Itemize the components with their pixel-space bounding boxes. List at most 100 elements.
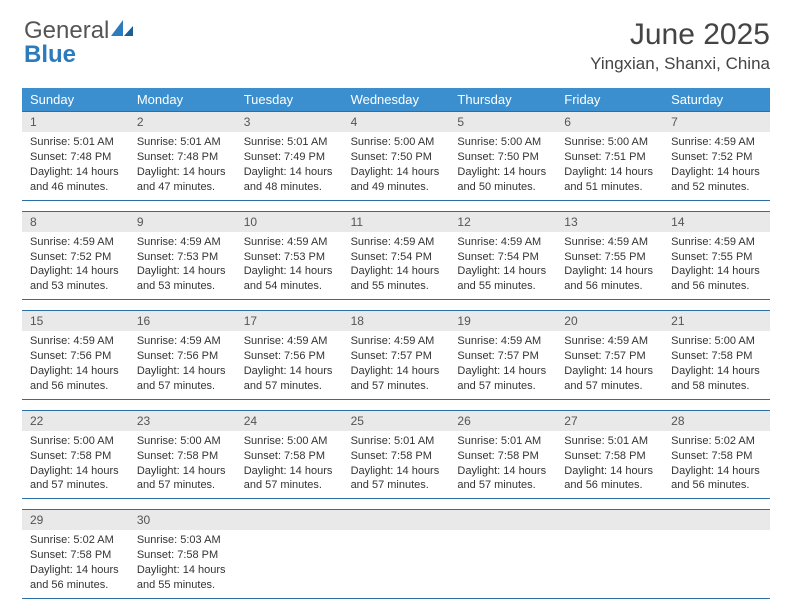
cell-body: Sunrise: 4:59 AMSunset: 7:55 PMDaylight:… <box>556 232 663 299</box>
sunrise-text: Sunrise: 5:00 AM <box>137 434 228 449</box>
daylight-text: Daylight: 14 hours and 56 minutes. <box>30 563 121 593</box>
sunrise-text: Sunrise: 5:00 AM <box>244 434 335 449</box>
sunrise-text: Sunrise: 5:02 AM <box>30 533 121 548</box>
day-number-empty <box>663 510 770 530</box>
sunrise-text: Sunrise: 4:59 AM <box>244 334 335 349</box>
daylight-text: Daylight: 14 hours and 54 minutes. <box>244 264 335 294</box>
calendar-cell: 14Sunrise: 4:59 AMSunset: 7:55 PMDayligh… <box>663 212 770 300</box>
daylight-text: Daylight: 14 hours and 56 minutes. <box>671 264 762 294</box>
daylight-text: Daylight: 14 hours and 58 minutes. <box>671 364 762 394</box>
sunrise-text: Sunrise: 5:01 AM <box>457 434 548 449</box>
sunset-text: Sunset: 7:55 PM <box>564 250 655 265</box>
cell-body: Sunrise: 4:59 AMSunset: 7:57 PMDaylight:… <box>556 331 663 398</box>
daylight-text: Daylight: 14 hours and 48 minutes. <box>244 165 335 195</box>
sunset-text: Sunset: 7:53 PM <box>244 250 335 265</box>
daylight-text: Daylight: 14 hours and 51 minutes. <box>564 165 655 195</box>
cell-body: Sunrise: 4:59 AMSunset: 7:52 PMDaylight:… <box>663 132 770 199</box>
calendar-cell: 10Sunrise: 4:59 AMSunset: 7:53 PMDayligh… <box>236 212 343 300</box>
day-number: 25 <box>343 411 450 431</box>
cell-body: Sunrise: 5:00 AMSunset: 7:58 PMDaylight:… <box>663 331 770 398</box>
sunrise-text: Sunrise: 4:59 AM <box>351 334 442 349</box>
sunrise-text: Sunrise: 4:59 AM <box>137 334 228 349</box>
cell-body: Sunrise: 4:59 AMSunset: 7:53 PMDaylight:… <box>129 232 236 299</box>
cell-body: Sunrise: 5:02 AMSunset: 7:58 PMDaylight:… <box>663 431 770 498</box>
calendar-cell: 3Sunrise: 5:01 AMSunset: 7:49 PMDaylight… <box>236 112 343 200</box>
cell-body: Sunrise: 4:59 AMSunset: 7:55 PMDaylight:… <box>663 232 770 299</box>
calendar-cell: 6Sunrise: 5:00 AMSunset: 7:51 PMDaylight… <box>556 112 663 200</box>
cell-body: Sunrise: 5:01 AMSunset: 7:49 PMDaylight:… <box>236 132 343 199</box>
daylight-text: Daylight: 14 hours and 47 minutes. <box>137 165 228 195</box>
calendar-cell: 11Sunrise: 4:59 AMSunset: 7:54 PMDayligh… <box>343 212 450 300</box>
cell-body: Sunrise: 5:01 AMSunset: 7:58 PMDaylight:… <box>343 431 450 498</box>
header: General Blue June 2025 Yingxian, Shanxi,… <box>0 0 792 80</box>
day-number: 27 <box>556 411 663 431</box>
day-number-empty <box>449 510 556 530</box>
calendar-cell: 18Sunrise: 4:59 AMSunset: 7:57 PMDayligh… <box>343 311 450 399</box>
week-row: 8Sunrise: 4:59 AMSunset: 7:52 PMDaylight… <box>22 211 770 301</box>
calendar-cell <box>449 510 556 598</box>
sunrise-text: Sunrise: 4:59 AM <box>457 235 548 250</box>
calendar-cell: 24Sunrise: 5:00 AMSunset: 7:58 PMDayligh… <box>236 411 343 499</box>
calendar-cell: 28Sunrise: 5:02 AMSunset: 7:58 PMDayligh… <box>663 411 770 499</box>
calendar-cell: 20Sunrise: 4:59 AMSunset: 7:57 PMDayligh… <box>556 311 663 399</box>
day-number: 1 <box>22 112 129 132</box>
sunrise-text: Sunrise: 5:00 AM <box>457 135 548 150</box>
daylight-text: Daylight: 14 hours and 53 minutes. <box>30 264 121 294</box>
calendar-cell: 16Sunrise: 4:59 AMSunset: 7:56 PMDayligh… <box>129 311 236 399</box>
day-header: Wednesday <box>343 88 450 111</box>
day-number: 10 <box>236 212 343 232</box>
logo-text-blue: Blue <box>24 41 76 68</box>
sunrise-text: Sunrise: 4:59 AM <box>671 135 762 150</box>
sunrise-text: Sunrise: 5:01 AM <box>564 434 655 449</box>
calendar-cell <box>663 510 770 598</box>
day-number: 24 <box>236 411 343 431</box>
sunrise-text: Sunrise: 5:03 AM <box>137 533 228 548</box>
calendar-cell: 22Sunrise: 5:00 AMSunset: 7:58 PMDayligh… <box>22 411 129 499</box>
calendar-cell: 8Sunrise: 4:59 AMSunset: 7:52 PMDaylight… <box>22 212 129 300</box>
daylight-text: Daylight: 14 hours and 57 minutes. <box>137 464 228 494</box>
day-number: 20 <box>556 311 663 331</box>
sunset-text: Sunset: 7:56 PM <box>244 349 335 364</box>
calendar-cell: 7Sunrise: 4:59 AMSunset: 7:52 PMDaylight… <box>663 112 770 200</box>
cell-body: Sunrise: 5:00 AMSunset: 7:58 PMDaylight:… <box>129 431 236 498</box>
sunrise-text: Sunrise: 5:02 AM <box>671 434 762 449</box>
sunset-text: Sunset: 7:58 PM <box>351 449 442 464</box>
sunset-text: Sunset: 7:54 PM <box>351 250 442 265</box>
cell-body: Sunrise: 5:00 AMSunset: 7:58 PMDaylight:… <box>22 431 129 498</box>
sunset-text: Sunset: 7:49 PM <box>244 150 335 165</box>
week-row: 1Sunrise: 5:01 AMSunset: 7:48 PMDaylight… <box>22 111 770 201</box>
sunset-text: Sunset: 7:51 PM <box>564 150 655 165</box>
calendar-cell: 5Sunrise: 5:00 AMSunset: 7:50 PMDaylight… <box>449 112 556 200</box>
daylight-text: Daylight: 14 hours and 55 minutes. <box>457 264 548 294</box>
cell-body: Sunrise: 4:59 AMSunset: 7:53 PMDaylight:… <box>236 232 343 299</box>
day-number: 23 <box>129 411 236 431</box>
daylight-text: Daylight: 14 hours and 57 minutes. <box>351 364 442 394</box>
day-number: 8 <box>22 212 129 232</box>
sunrise-text: Sunrise: 4:59 AM <box>30 334 121 349</box>
sunset-text: Sunset: 7:57 PM <box>457 349 548 364</box>
sunrise-text: Sunrise: 4:59 AM <box>564 235 655 250</box>
logo: General Blue <box>24 18 135 67</box>
calendar-cell: 26Sunrise: 5:01 AMSunset: 7:58 PMDayligh… <box>449 411 556 499</box>
daylight-text: Daylight: 14 hours and 53 minutes. <box>137 264 228 294</box>
weeks-container: 1Sunrise: 5:01 AMSunset: 7:48 PMDaylight… <box>22 111 770 599</box>
sunrise-text: Sunrise: 5:00 AM <box>351 135 442 150</box>
daylight-text: Daylight: 14 hours and 57 minutes. <box>564 364 655 394</box>
day-number: 12 <box>449 212 556 232</box>
sunset-text: Sunset: 7:58 PM <box>671 349 762 364</box>
day-header: Sunday <box>22 88 129 111</box>
logo-text-general: General <box>24 17 109 44</box>
daylight-text: Daylight: 14 hours and 57 minutes. <box>244 364 335 394</box>
daylight-text: Daylight: 14 hours and 57 minutes. <box>137 364 228 394</box>
daylight-text: Daylight: 14 hours and 57 minutes. <box>457 364 548 394</box>
calendar-cell: 27Sunrise: 5:01 AMSunset: 7:58 PMDayligh… <box>556 411 663 499</box>
calendar-cell: 17Sunrise: 4:59 AMSunset: 7:56 PMDayligh… <box>236 311 343 399</box>
sunset-text: Sunset: 7:58 PM <box>564 449 655 464</box>
sunrise-text: Sunrise: 4:59 AM <box>671 235 762 250</box>
calendar-cell: 29Sunrise: 5:02 AMSunset: 7:58 PMDayligh… <box>22 510 129 598</box>
sunset-text: Sunset: 7:58 PM <box>137 449 228 464</box>
sunset-text: Sunset: 7:53 PM <box>137 250 228 265</box>
daylight-text: Daylight: 14 hours and 50 minutes. <box>457 165 548 195</box>
day-number: 9 <box>129 212 236 232</box>
day-number: 30 <box>129 510 236 530</box>
